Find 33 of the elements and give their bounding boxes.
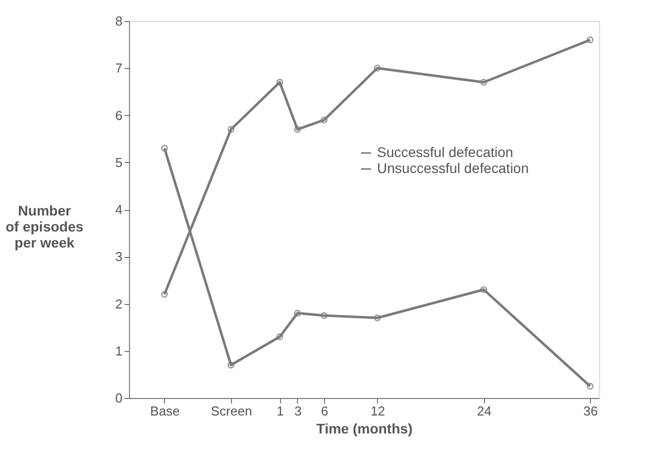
point (276, 78, 284, 86)
point (480, 78, 488, 86)
legend-label: Unsuccessful defecation (377, 160, 529, 176)
y-tick-label: 5 (115, 154, 122, 170)
x-tick-label: 3 (294, 404, 302, 418)
point (480, 286, 488, 294)
y-tick-label: 2 (115, 296, 122, 312)
x-tick-label: Base (150, 404, 180, 418)
x-tick-label: 24 (476, 404, 492, 418)
y-tick-label: 0 (115, 390, 122, 406)
x-tick-label: 12 (370, 404, 386, 418)
x-tick-label: 36 (583, 404, 598, 418)
legend-label: Successful defecation (377, 144, 514, 160)
y-tick-label: 1 (115, 343, 122, 358)
y-axis-title: Number of episodes per week (6, 202, 84, 250)
y-tick-label: 4 (115, 202, 122, 217)
point (227, 362, 234, 368)
point (294, 310, 301, 317)
point (320, 116, 328, 124)
y-tick-label: 3 (115, 249, 122, 264)
point (374, 314, 381, 322)
point (374, 64, 381, 72)
point (276, 333, 284, 340)
x-tick-label: 1 (276, 404, 284, 418)
y-tick-label: 7 (115, 60, 122, 76)
x-axis-title: Time (months) (316, 420, 413, 436)
point (227, 126, 234, 133)
y-tick-label: 8 (115, 14, 122, 28)
x-tick-label: 6 (320, 404, 328, 418)
point (320, 312, 328, 320)
y-tick-label: 6 (115, 108, 122, 123)
x-tick-label: Screen (210, 404, 252, 418)
point (294, 126, 301, 133)
